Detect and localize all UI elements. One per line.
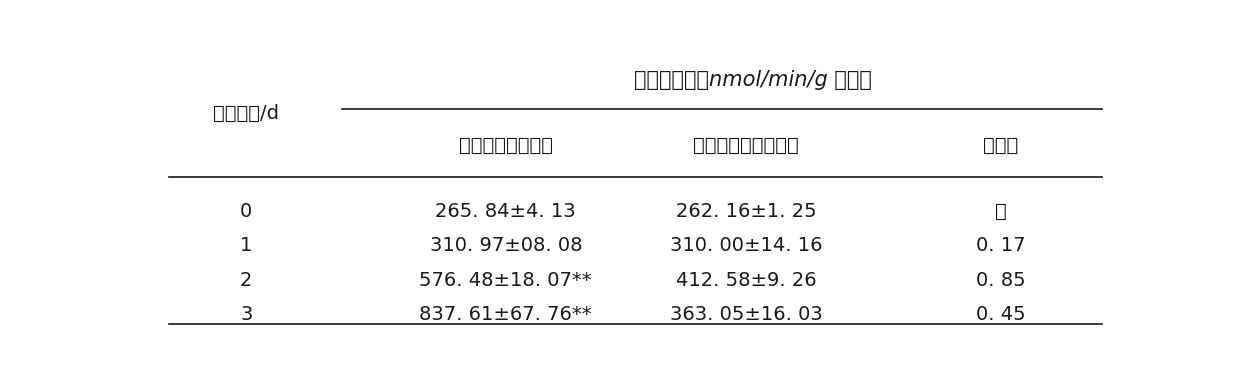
Text: 增长率: 增长率 — [983, 137, 1018, 155]
Text: 2: 2 — [241, 271, 253, 290]
Text: 0. 45: 0. 45 — [976, 305, 1025, 324]
Text: 262. 16±1. 25: 262. 16±1. 25 — [676, 202, 816, 221]
Text: 412. 58±9. 26: 412. 58±9. 26 — [676, 271, 816, 290]
Text: 未接种杨树腐烂病菌: 未接种杨树腐烂病菌 — [693, 137, 799, 155]
Text: 0. 17: 0. 17 — [976, 236, 1025, 255]
Text: 837. 61±67. 76**: 837. 61±67. 76** — [419, 305, 591, 324]
Text: 363. 05±16. 03: 363. 05±16. 03 — [670, 305, 822, 324]
Text: 310. 00±14. 16: 310. 00±14. 16 — [670, 236, 822, 255]
Text: 接种时间/d: 接种时间/d — [213, 104, 279, 122]
Text: 0: 0 — [241, 202, 253, 221]
Text: 0. 85: 0. 85 — [976, 271, 1025, 290]
Text: 3: 3 — [241, 305, 253, 324]
Text: 310. 97±08. 08: 310. 97±08. 08 — [429, 236, 582, 255]
Text: 接种杨树腐烂病菌: 接种杨树腐烂病菌 — [459, 137, 553, 155]
Text: 576. 48±18. 07**: 576. 48±18. 07** — [419, 271, 591, 290]
Text: 1: 1 — [241, 236, 253, 255]
Text: 过氧化氢酶（nmol/min/g 鲜重）: 过氧化氢酶（nmol/min/g 鲜重） — [635, 70, 872, 90]
Text: －: － — [994, 202, 1007, 221]
Text: 265. 84±4. 13: 265. 84±4. 13 — [435, 202, 577, 221]
